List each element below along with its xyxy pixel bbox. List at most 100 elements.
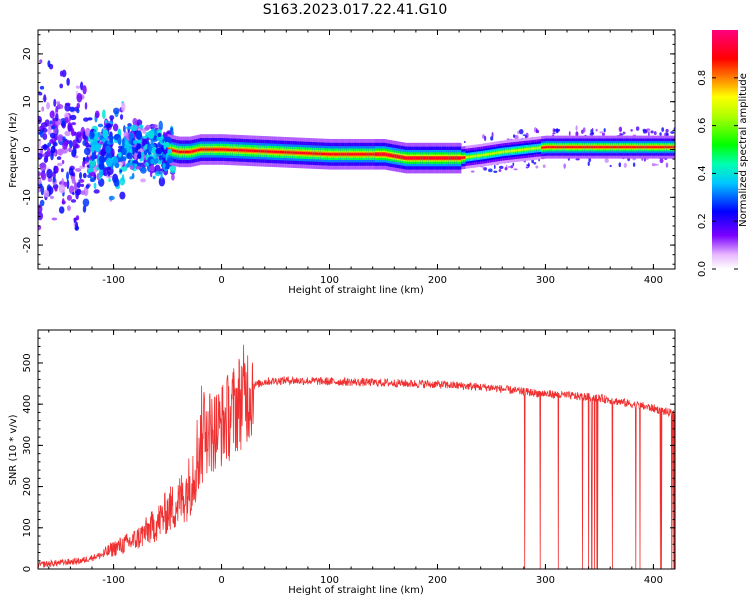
spectrogram-cell <box>364 153 367 156</box>
spectrogram-cell <box>320 152 324 155</box>
spectrogram-blob <box>45 155 49 163</box>
spectrogram-cell <box>323 152 326 156</box>
spectrogram-cell <box>184 150 188 153</box>
spectrogram-cell <box>385 153 388 156</box>
colorbar-tick-label: 0.6 <box>697 118 708 134</box>
spectrogram-cell <box>351 153 354 156</box>
spectrogram-blob <box>105 145 112 154</box>
spectrogram-blob <box>98 155 106 164</box>
spectrogram-blob <box>661 127 665 132</box>
spectrogram-blob <box>119 169 123 173</box>
spectrogram-blob <box>167 148 173 154</box>
spectrogram-cell <box>413 157 417 160</box>
spectrogram-cell <box>618 146 622 148</box>
spectrogram-cell <box>629 146 632 148</box>
spectrogram-cell <box>370 153 373 156</box>
spectrogram-blob <box>51 217 58 221</box>
spectrogram-cell <box>346 153 350 156</box>
spectrogram-blob <box>38 171 42 177</box>
spectrogram-xlabel: Height of straight line (km) <box>288 285 424 296</box>
spectrogram-blob <box>43 189 50 198</box>
spectrogram-cell <box>469 155 473 158</box>
spectrogram-cell <box>644 146 648 148</box>
spectrogram-blob <box>666 132 669 137</box>
spectrogram-cell <box>554 146 557 148</box>
spectrogram-blob <box>98 161 105 170</box>
spectrogram-cell <box>348 153 352 156</box>
spectrogram-blob <box>47 142 52 147</box>
colorbar-gradient <box>712 30 738 269</box>
snr-xtick-label: 400 <box>644 575 663 586</box>
spectrogram-blob <box>90 131 95 139</box>
spectrogram-blob <box>53 98 57 107</box>
spectrogram-blob <box>39 199 45 207</box>
spectrogram-blob <box>104 119 108 124</box>
spectrogram-blob <box>99 135 103 141</box>
spectrogram-blob <box>58 183 66 194</box>
spectrogram-cell <box>526 148 529 151</box>
spectrogram-cell <box>476 155 479 157</box>
spectrogram-blob <box>589 132 594 136</box>
spectrogram-blob <box>76 108 80 114</box>
spectrogram-cell <box>171 149 175 152</box>
spectrogram-blob <box>57 134 64 142</box>
spectrogram-cell <box>640 146 643 148</box>
spectrogram-cell <box>230 148 233 151</box>
spectrogram-blob <box>82 172 87 179</box>
spectrogram-cell <box>290 151 293 154</box>
spectrogram-blob <box>166 157 174 164</box>
spectrogram-cell <box>487 153 490 156</box>
spectrogram-cell <box>562 146 566 148</box>
spectrogram-blob <box>601 132 606 136</box>
spectrogram-ytick-label: 0 <box>22 146 33 152</box>
spectrogram-cell <box>279 151 283 154</box>
spectrogram-blob <box>131 145 138 155</box>
spectrogram-blob <box>62 140 68 150</box>
spectrogram-cell <box>556 146 559 148</box>
spectrogram-cell <box>547 146 550 148</box>
spectrogram-blob <box>635 126 640 131</box>
spectrogram-cell <box>415 157 419 160</box>
spectrogram-cell <box>642 146 645 148</box>
spectrogram-blob <box>82 205 87 213</box>
spectrogram-blob <box>117 137 122 146</box>
spectrogram-blob <box>90 144 95 153</box>
spectrogram-blob <box>518 128 524 135</box>
spectrogram-blob <box>66 77 70 86</box>
spectrogram-blob <box>170 127 174 132</box>
snr-xtick-label: 300 <box>536 575 555 586</box>
spectrogram-cell <box>560 146 563 148</box>
spectrogram-blob <box>40 185 45 196</box>
spectrogram-cell <box>256 149 259 153</box>
spectrogram-blob <box>89 171 96 177</box>
spectrogram-blob <box>83 147 91 156</box>
spectrogram-blob <box>149 165 155 172</box>
spectrogram-cell <box>422 157 425 160</box>
spectrogram-cell <box>206 148 209 151</box>
spectrogram-cell <box>450 157 453 160</box>
spectrogram-blob <box>94 110 100 119</box>
spectrogram-blob <box>522 134 527 136</box>
spectrogram-cell <box>575 146 578 148</box>
spectrogram-blob <box>160 172 163 180</box>
spectrogram-blob <box>171 131 174 135</box>
spectrogram-cell <box>176 150 179 153</box>
spectrogram-blob <box>113 177 120 187</box>
spectrogram-blob <box>84 102 88 110</box>
spectrogram-blob <box>599 131 604 134</box>
spectrogram-blob <box>98 168 104 178</box>
spectrogram-cell <box>521 148 524 151</box>
spectrogram-cell <box>452 157 455 160</box>
spectrogram-cell <box>310 152 313 155</box>
spectrogram-blob <box>82 198 90 207</box>
snr-line <box>38 344 675 569</box>
spectrogram-blob <box>665 128 669 133</box>
spectrogram-blob <box>67 123 73 132</box>
spectrogram-blob <box>112 123 119 132</box>
spectrogram-cell <box>430 157 434 160</box>
spectrogram-blob <box>670 131 675 134</box>
spectrogram-cell <box>275 150 278 153</box>
spectrogram-blob <box>135 130 143 140</box>
spectrogram-blob <box>124 140 129 146</box>
